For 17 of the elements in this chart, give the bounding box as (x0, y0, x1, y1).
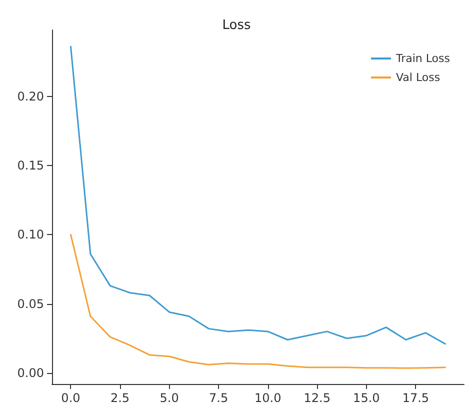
y-tick-label: 0.20 (17, 89, 44, 104)
x-tick-label: 15.0 (353, 391, 380, 405)
x-tick-label: 10.0 (254, 391, 282, 405)
x-tick-label: 0.0 (61, 391, 80, 405)
x-tick-label: 17.5 (402, 391, 430, 405)
legend-label: Val Loss (396, 71, 440, 84)
y-tick-label: 0.05 (17, 296, 44, 311)
chart-title: Loss (222, 18, 251, 33)
x-tick-label: 7.5 (209, 391, 228, 405)
x-tick-label: 5.0 (160, 391, 179, 405)
line-series (70, 234, 446, 369)
y-tick-label: 0.10 (17, 228, 44, 242)
y-tick-label: 0.15 (17, 158, 44, 173)
y-tick-label: 0.00 (17, 366, 44, 380)
legend-label: Train Loss (394, 52, 450, 65)
x-tick-label: 12.5 (304, 391, 330, 405)
x-tick-label: 2.5 (110, 391, 130, 405)
